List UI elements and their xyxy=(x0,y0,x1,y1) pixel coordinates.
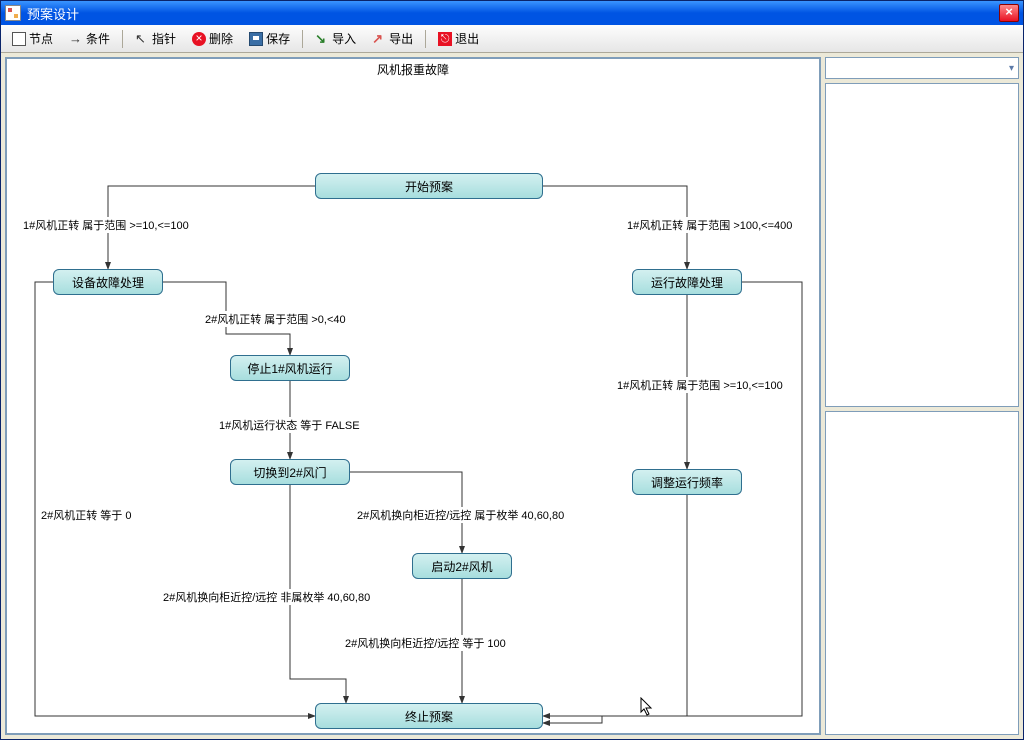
selector-combobox[interactable]: ▾ xyxy=(825,57,1019,79)
save-button[interactable]: 保存 xyxy=(242,27,297,50)
flow-node-start[interactable]: 开始预案 xyxy=(315,173,543,199)
export-button[interactable]: 导出 xyxy=(365,27,420,50)
exit-icon xyxy=(438,32,452,46)
titlebar: 预案设计 × xyxy=(1,1,1023,25)
edge-label: 2#风机正转 属于范围 >0,<40 xyxy=(203,311,348,327)
flow-node-stop1[interactable]: 停止1#风机运行 xyxy=(230,355,350,381)
separator xyxy=(425,30,426,48)
edge-label: 1#风机正转 属于范围 >=10,<=100 xyxy=(615,377,785,393)
window-title: 预案设计 xyxy=(27,4,999,23)
diagram-canvas[interactable]: 风机报重故障 开始预案设备故障处理 运行故障处理停止1#风机运行切换到2#风门 调整… xyxy=(5,57,821,735)
edge-label: 2#风机换向柜近控/远控 非属枚举 40,60,80 xyxy=(161,589,372,605)
chevron-down-icon: ▾ xyxy=(1009,63,1014,74)
pointer-tool-button[interactable]: 指针 xyxy=(128,27,183,50)
side-panel: ▾ xyxy=(825,57,1019,735)
toolbar-label: 指针 xyxy=(152,30,176,47)
flow-node-end[interactable]: 终止预案 xyxy=(315,703,543,729)
content-area: 风机报重故障 开始预案设备故障处理 运行故障处理停止1#风机运行切换到2#风门 调整… xyxy=(1,53,1023,739)
export-icon xyxy=(372,32,386,46)
toolbar-label: 导出 xyxy=(389,30,413,47)
diagram-title: 风机报重故障 xyxy=(371,61,455,78)
exit-button[interactable]: 退出 xyxy=(431,27,486,50)
toolbar: 节点 条件 指针 删除 保存 导入 导出 退出 xyxy=(1,25,1023,53)
save-icon xyxy=(249,32,263,46)
app-icon xyxy=(5,5,21,21)
secondary-panel[interactable] xyxy=(825,411,1019,735)
edge-label: 1#风机正转 属于范围 >=10,<=100 xyxy=(21,217,191,233)
flow-node-devfault[interactable]: 设备故障处理 xyxy=(53,269,163,295)
toolbar-label: 导入 xyxy=(332,30,356,47)
node-tool-button[interactable]: 节点 xyxy=(5,27,60,50)
toolbar-label: 删除 xyxy=(209,30,233,47)
toolbar-label: 节点 xyxy=(29,30,53,47)
import-icon xyxy=(315,32,329,46)
edge-runfault-end xyxy=(543,282,802,723)
edge-label: 1#风机运行状态 等于 FALSE xyxy=(217,417,362,433)
delete-icon xyxy=(192,32,206,46)
properties-panel[interactable] xyxy=(825,83,1019,407)
edges-layer xyxy=(7,59,819,733)
delete-button[interactable]: 删除 xyxy=(185,27,240,50)
toolbar-label: 退出 xyxy=(455,30,479,47)
flow-node-switch2[interactable]: 切换到2#风门 xyxy=(230,459,350,485)
cursor-icon xyxy=(640,697,654,717)
arrow-icon xyxy=(69,32,83,46)
edge-adjust-end xyxy=(543,495,687,716)
edge-devfault-end xyxy=(35,282,315,716)
watermark-brand: 电子发烧友 xyxy=(944,700,1014,715)
edge-label: 2#风机换向柜近控/远控 等于 100 xyxy=(343,635,508,651)
watermark: 电子发烧友 www.elecfans.com xyxy=(911,695,1014,734)
toolbar-label: 条件 xyxy=(86,30,110,47)
flow-node-adjust[interactable]: 调整运行频率 xyxy=(632,469,742,495)
watermark-url: www.elecfans.com xyxy=(911,723,1014,734)
edge-label: 2#风机换向柜近控/远控 属于枚举 40,60,80 xyxy=(355,507,566,523)
edge-label: 1#风机正转 属于范围 >100,<=400 xyxy=(625,217,794,233)
app-window: 预案设计 × 节点 条件 指针 删除 保存 导入 xyxy=(0,0,1024,740)
separator xyxy=(302,30,303,48)
flow-node-runfault[interactable]: 运行故障处理 xyxy=(632,269,742,295)
condition-tool-button[interactable]: 条件 xyxy=(62,27,117,50)
flow-node-start2[interactable]: 启动2#风机 xyxy=(412,553,512,579)
close-button[interactable]: × xyxy=(999,4,1019,22)
watermark-logo-icon xyxy=(911,695,939,723)
edge-label: 2#风机正转 等于 0 xyxy=(39,507,133,523)
separator xyxy=(122,30,123,48)
node-icon xyxy=(12,32,26,46)
toolbar-label: 保存 xyxy=(266,30,290,47)
pointer-icon xyxy=(135,32,149,46)
import-button[interactable]: 导入 xyxy=(308,27,363,50)
